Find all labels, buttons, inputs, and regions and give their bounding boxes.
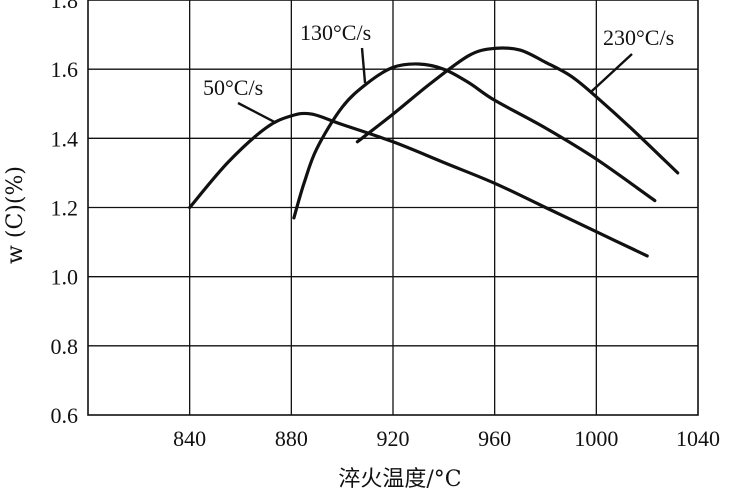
series-label-leader [360, 47, 367, 84]
series-label: 230°C/s [603, 25, 674, 50]
x-tick-label: 1040 [676, 426, 720, 451]
x-tick-label: 920 [377, 426, 410, 451]
y-tick-label: 1.0 [51, 265, 79, 290]
series-line [188, 111, 649, 258]
series-line [292, 62, 657, 220]
x-tick-label: 960 [478, 426, 511, 451]
series-label: 50°C/s [203, 75, 263, 100]
plot-border [87, 0, 699, 416]
grid [88, 0, 698, 415]
y-tick-label: 1.8 [51, 0, 79, 13]
y-tick-label: 0.6 [51, 403, 79, 428]
series-lines [188, 46, 680, 258]
y-tick-label: 0.8 [51, 334, 79, 359]
series-labels: 50°C/s 130°C/s 230°C/s [203, 20, 674, 124]
x-tick-label: 1000 [574, 426, 618, 451]
series-label: 130°C/s [300, 20, 371, 45]
y-axis-label: w (C)(%) [3, 166, 28, 264]
y-tick-label: 1.4 [51, 126, 79, 151]
series-label-leader [590, 53, 633, 93]
x-tick-label: 880 [275, 426, 308, 451]
x-axis-label: 淬火温度/°C [338, 467, 461, 492]
y-tick-label: 1.6 [51, 57, 79, 82]
y-tick-label: 1.2 [51, 196, 79, 221]
plot-frame [87, 0, 699, 416]
x-tick-label: 840 [173, 426, 206, 451]
series-line [355, 46, 680, 175]
series-label-leader [237, 101, 277, 124]
tick-labels: 840 880 920 960 1000 1040 0.6 0.8 1.0 1.2 1.4 1.6 1.… [51, 0, 721, 451]
